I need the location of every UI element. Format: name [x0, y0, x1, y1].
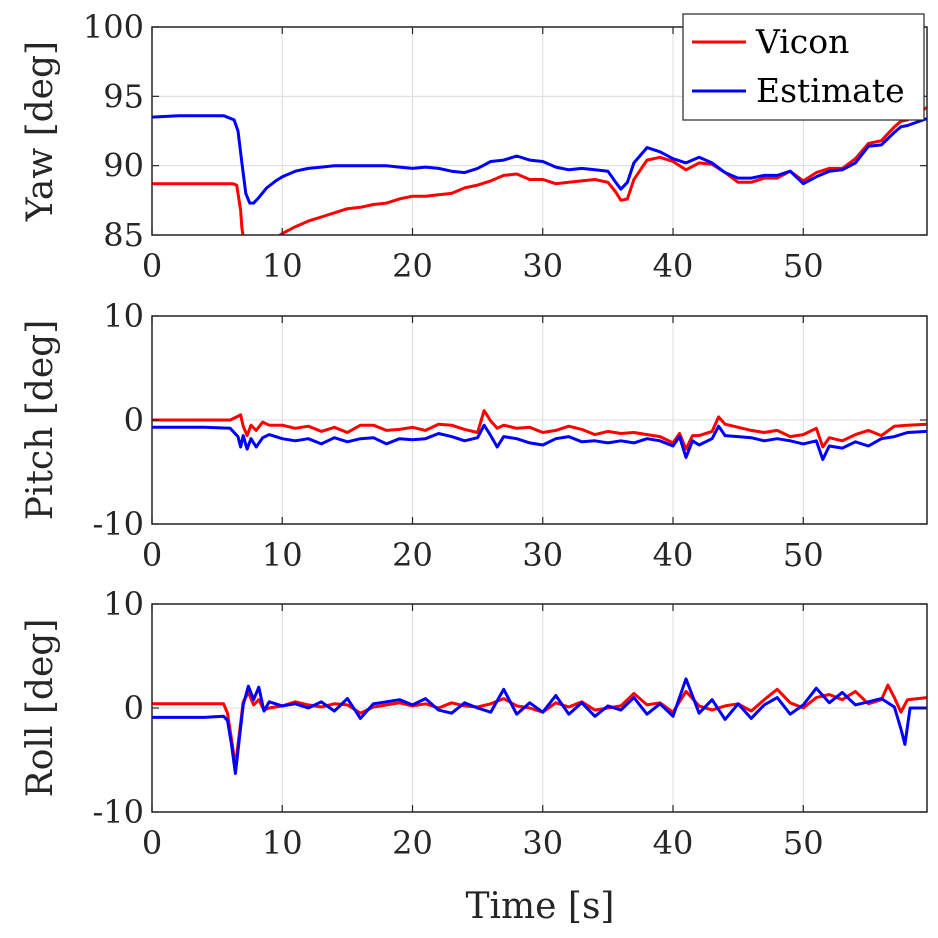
yaw-xtick-label: 30 [522, 247, 563, 285]
yaw-vicon-line [152, 182, 245, 235]
pitch-vicon-line [152, 409, 927, 451]
roll-xtick-label: 50 [783, 824, 824, 862]
legend-estimate-label: Estimate [756, 71, 905, 110]
roll-xtick-label: 10 [262, 824, 303, 862]
pitch-xtick-label: 20 [392, 536, 433, 574]
yaw-subplot: 0 10 20 30 40 50 85 90 95 100 Yaw [deg] Vicon Est… [20, 8, 928, 285]
legend-vicon-label: Vicon [755, 22, 849, 61]
yaw-xtick-label: 0 [142, 247, 162, 285]
roll-estimate-line [152, 677, 927, 775]
yaw-xtick-label: 40 [653, 247, 694, 285]
pitch-ylabel: Pitch [deg] [20, 320, 61, 520]
pitch-ytick-label: -10 [92, 505, 144, 543]
roll-ytick-label: 0 [124, 689, 144, 727]
pitch-xtick-label: 10 [262, 536, 303, 574]
yaw-vicon-line-segment-2 [277, 105, 927, 235]
axes-border [151, 603, 928, 813]
pitch-ytick-label: 10 [103, 297, 144, 335]
axes-border [151, 26, 928, 236]
pitch-xtick-label: 40 [653, 536, 694, 574]
roll-ylabel: Roll [deg] [20, 619, 61, 798]
yaw-ytick-label: 85 [103, 216, 144, 254]
roll-ytick-label: 10 [103, 585, 144, 623]
yaw-ylabel: Yaw [deg] [20, 41, 61, 222]
pitch-xtick-label: 30 [522, 536, 563, 574]
yaw-ytick-label: 90 [103, 147, 144, 185]
roll-xtick-label: 30 [522, 824, 563, 862]
yaw-ytick-label: 95 [103, 77, 144, 115]
yaw-xtick-label: 20 [392, 247, 433, 285]
pitch-xtick-label: 50 [783, 536, 824, 574]
legend-box [682, 13, 925, 121]
time-xlabel: Time [s] [466, 886, 615, 927]
yaw-xtick-label: 10 [262, 247, 303, 285]
yaw-xtick-label: 50 [783, 247, 824, 285]
roll-xtick-label: 20 [392, 824, 433, 862]
roll-ytick-label: -10 [92, 793, 144, 831]
pitch-ytick-label: 0 [124, 401, 144, 439]
roll-xtick-label: 40 [653, 824, 694, 862]
roll-xtick-label: 0 [142, 824, 162, 862]
legend: Vicon Estimate [682, 13, 925, 121]
yaw-ytick-label: 100 [83, 8, 144, 46]
yaw-estimate-line [152, 114, 927, 205]
axes-border [151, 315, 928, 525]
pitch-estimate-line [152, 423, 927, 461]
pitch-xtick-label: 0 [142, 536, 162, 574]
